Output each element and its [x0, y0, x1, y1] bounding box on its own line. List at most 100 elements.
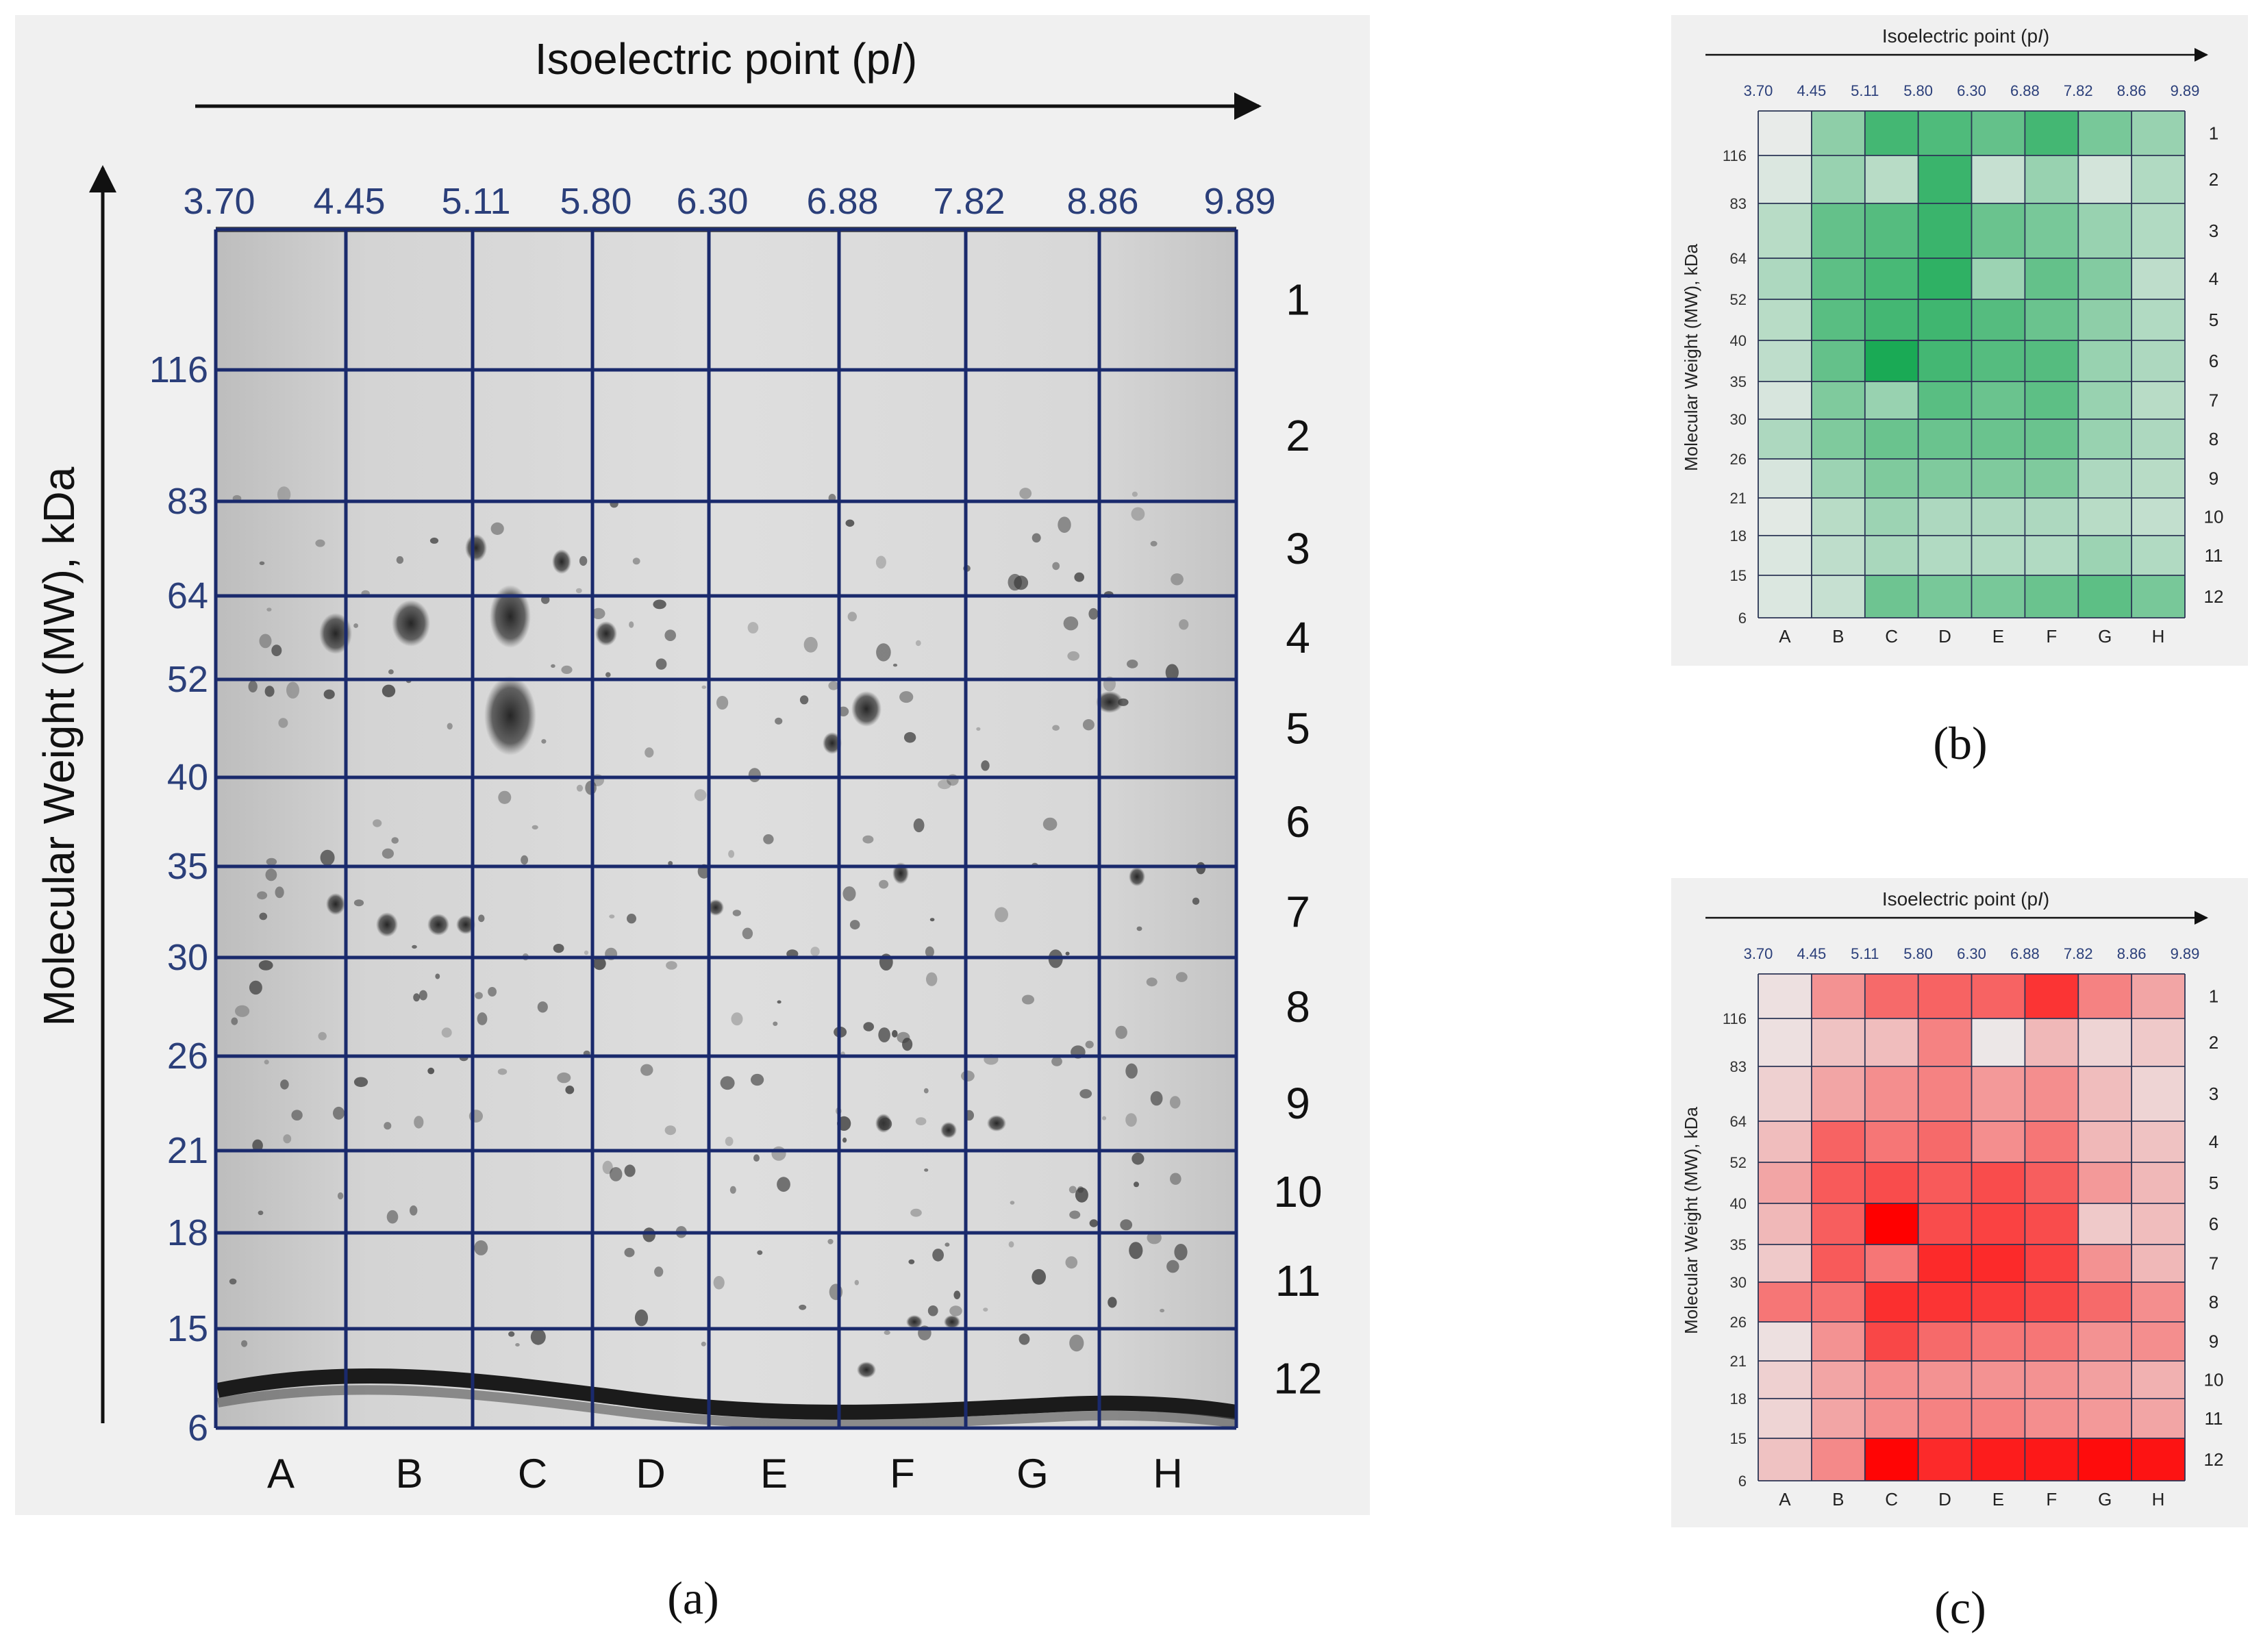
c-heatmap-cell [2078, 1018, 2132, 1066]
protein-spot [278, 718, 288, 728]
b-heatmap-cell [1918, 498, 1972, 536]
protein-spot [961, 1071, 975, 1081]
c-heatmap-cell [1811, 1066, 1865, 1121]
protein-spot [823, 732, 842, 754]
b-heatmap-cell [2078, 419, 2132, 459]
protein-spot [708, 899, 724, 916]
protein-spot [508, 1331, 515, 1337]
b-heatmap-cell [2078, 575, 2132, 618]
protein-spot [561, 665, 573, 675]
b-mw-tick-label: 21 [1730, 490, 1747, 507]
c-heatmap-cell [1864, 1438, 1918, 1481]
protein-spot [252, 1139, 263, 1152]
b-heatmap-cell [1864, 258, 1918, 299]
protein-spot [1165, 664, 1179, 681]
protein-spot [944, 1315, 960, 1329]
protein-spot [609, 1167, 623, 1181]
panel-b-heatmap-figure: Isoelectric point (pI) Molecular Weight … [1671, 15, 2248, 666]
protein-spot [264, 686, 275, 697]
protein-spot [845, 519, 855, 527]
pi-tick-label: 9.89 [1203, 181, 1275, 222]
panel-a-mw-tick-labels: 116 83 64 52 40 35 30 26 21 18 15 6 [149, 349, 208, 1449]
pi-tick-label: 8.86 [1066, 181, 1138, 222]
b-heatmap-cell [2025, 203, 2079, 258]
b-heatmap-cell [1811, 575, 1865, 618]
b-pi-tick-label: 5.11 [1851, 82, 1879, 99]
protein-spot [981, 760, 990, 771]
c-column-label: A [1779, 1489, 1791, 1510]
c-heatmap-cell [1864, 974, 1918, 1018]
gel-column-label: H [1153, 1451, 1182, 1497]
protein-spot [465, 534, 487, 562]
protein-spot [1010, 1201, 1015, 1205]
c-heatmap-cell [1864, 1282, 1918, 1322]
b-heatmap-cell [1971, 258, 2025, 299]
gel-grid [214, 227, 1238, 1430]
c-heatmap-cell [2078, 1282, 2132, 1322]
protein-spot [668, 861, 673, 866]
b-heatmap-cell [1758, 203, 1812, 258]
protein-spot [771, 1146, 786, 1161]
protein-spot [258, 960, 273, 971]
protein-spot [315, 539, 325, 547]
c-heatmap-cell [1811, 974, 1865, 1018]
protein-spot [384, 1122, 392, 1130]
b-pi-tick-label: 5.80 [1903, 82, 1933, 99]
protein-spot [414, 1116, 424, 1129]
c-heatmap-cell [1864, 1203, 1918, 1244]
protein-spot [725, 1136, 734, 1147]
c-heatmap-cell [2025, 1322, 2079, 1361]
mw-tick-label: 26 [167, 1036, 208, 1077]
gel-row-label: 9 [1286, 1079, 1310, 1128]
protein-spot [229, 1278, 237, 1285]
mw-tick-label: 6 [188, 1407, 208, 1449]
protein-spot [629, 621, 634, 628]
b-heatmap-cell [1864, 498, 1918, 536]
protein-spot [286, 681, 299, 699]
b-heatmap-cell [1811, 419, 1865, 459]
protein-spot [530, 1329, 546, 1345]
protein-spot [1074, 572, 1084, 582]
protein-spot [291, 1110, 303, 1121]
protein-spot [775, 717, 783, 725]
c-heatmap-cell [2025, 1121, 2079, 1162]
b-heatmap-cell [1811, 111, 1865, 155]
b-heatmap-cell [2078, 111, 2132, 155]
protein-spot [264, 1060, 269, 1065]
panel-b-x-axis-title: Isoelectric point (pI) [1882, 25, 2049, 47]
c-row-label: 1 [2209, 986, 2218, 1007]
c-mw-tick-label: 35 [1730, 1236, 1747, 1253]
protein-spot [382, 848, 395, 859]
c-row-label: 8 [2209, 1292, 2218, 1312]
b-row-label: 1 [2209, 123, 2218, 144]
b-heatmap-cell [1918, 575, 1972, 618]
c-heatmap-cell [2131, 974, 2185, 1018]
pi-tick-label: 6.88 [806, 181, 878, 222]
protein-spot [429, 537, 439, 544]
protein-spot [910, 1208, 922, 1217]
c-heatmap-cell [2131, 1018, 2185, 1066]
protein-spot [664, 629, 676, 641]
b-heatmap-cell [1864, 340, 1918, 381]
c-heatmap-cell [1758, 1066, 1812, 1121]
protein-spot [259, 634, 272, 649]
protein-spot [732, 910, 741, 916]
protein-spot [391, 837, 399, 844]
c-heatmap-cell [1918, 1066, 1972, 1121]
pi-tick-label: 5.80 [560, 181, 632, 222]
protein-spot [474, 1240, 488, 1255]
b-heatmap-cell [2078, 536, 2132, 575]
protein-spot [1085, 1040, 1094, 1049]
panel-b-caption: (b) [1933, 717, 1987, 769]
c-heatmap-cell [1811, 1361, 1865, 1399]
panel-b-tick-labels: 3.70 4.45 5.11 5.80 6.30 6.88 7.82 8.86 9.891168… [1723, 82, 2224, 647]
b-heatmap-cell [2025, 155, 2079, 203]
protein-spot [902, 1038, 913, 1051]
b-column-label: E [1992, 626, 2004, 647]
c-heatmap-cell [1864, 1322, 1918, 1361]
dye-front-band [216, 1368, 1238, 1420]
c-heatmap-cell [1864, 1361, 1918, 1399]
b-heatmap-cell [1811, 340, 1865, 381]
mw-tick-label: 18 [167, 1212, 208, 1253]
b-heatmap-cell [1918, 340, 1972, 381]
